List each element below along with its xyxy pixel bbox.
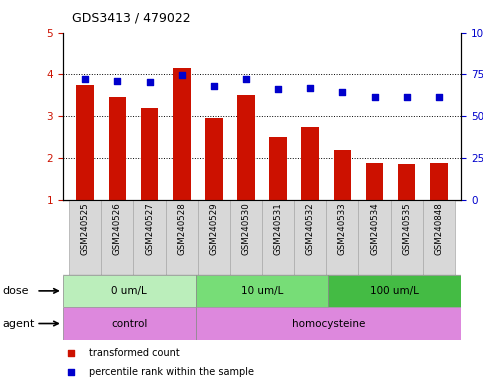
Bar — [230, 200, 262, 275]
Text: 0 um/L: 0 um/L — [111, 286, 147, 296]
Bar — [430, 163, 448, 200]
Bar — [327, 200, 358, 275]
Text: transformed count: transformed count — [89, 348, 180, 358]
Text: GSM240535: GSM240535 — [402, 202, 411, 255]
Text: GSM240528: GSM240528 — [177, 202, 186, 255]
Point — [306, 85, 314, 91]
Bar — [76, 85, 94, 200]
Text: GSM240533: GSM240533 — [338, 202, 347, 255]
Bar — [294, 200, 327, 275]
Bar — [133, 200, 166, 275]
Text: GSM240525: GSM240525 — [81, 202, 90, 255]
Bar — [358, 200, 391, 275]
Text: GSM240848: GSM240848 — [434, 202, 443, 255]
Text: control: control — [111, 318, 147, 329]
Point — [242, 76, 250, 83]
Bar — [205, 118, 223, 200]
Bar — [63, 307, 196, 340]
Bar — [69, 200, 101, 275]
Bar — [391, 200, 423, 275]
Point — [403, 94, 411, 100]
Bar — [398, 164, 415, 200]
Text: 10 um/L: 10 um/L — [241, 286, 283, 296]
Bar — [301, 127, 319, 200]
Text: GSM240531: GSM240531 — [273, 202, 283, 255]
Point — [67, 349, 75, 356]
Bar — [101, 200, 133, 275]
Text: dose: dose — [2, 286, 29, 296]
Point — [274, 86, 282, 92]
Bar — [196, 275, 328, 307]
Point — [435, 94, 442, 100]
Bar — [173, 68, 190, 200]
Bar — [366, 163, 384, 200]
Text: percentile rank within the sample: percentile rank within the sample — [89, 367, 254, 377]
Bar — [63, 275, 196, 307]
Bar — [262, 200, 294, 275]
Bar — [196, 307, 461, 340]
Bar — [328, 275, 461, 307]
Bar — [423, 200, 455, 275]
Text: GDS3413 / 479022: GDS3413 / 479022 — [72, 12, 191, 25]
Point — [114, 78, 121, 84]
Bar — [198, 200, 230, 275]
Point — [67, 369, 75, 375]
Text: GSM240529: GSM240529 — [209, 202, 218, 255]
Bar — [166, 200, 198, 275]
Text: GSM240534: GSM240534 — [370, 202, 379, 255]
Text: homocysteine: homocysteine — [292, 318, 365, 329]
Bar — [109, 98, 126, 200]
Text: GSM240530: GSM240530 — [242, 202, 251, 255]
Point — [178, 72, 185, 78]
Point — [370, 94, 378, 100]
Bar — [141, 108, 158, 200]
Text: GSM240527: GSM240527 — [145, 202, 154, 255]
Point — [339, 89, 346, 96]
Bar — [269, 137, 287, 200]
Bar — [237, 95, 255, 200]
Text: agent: agent — [2, 318, 35, 329]
Bar — [334, 149, 351, 200]
Point — [146, 79, 154, 85]
Text: 100 um/L: 100 um/L — [370, 286, 419, 296]
Text: GSM240526: GSM240526 — [113, 202, 122, 255]
Text: GSM240532: GSM240532 — [306, 202, 315, 255]
Point — [210, 83, 218, 89]
Point — [82, 76, 89, 82]
